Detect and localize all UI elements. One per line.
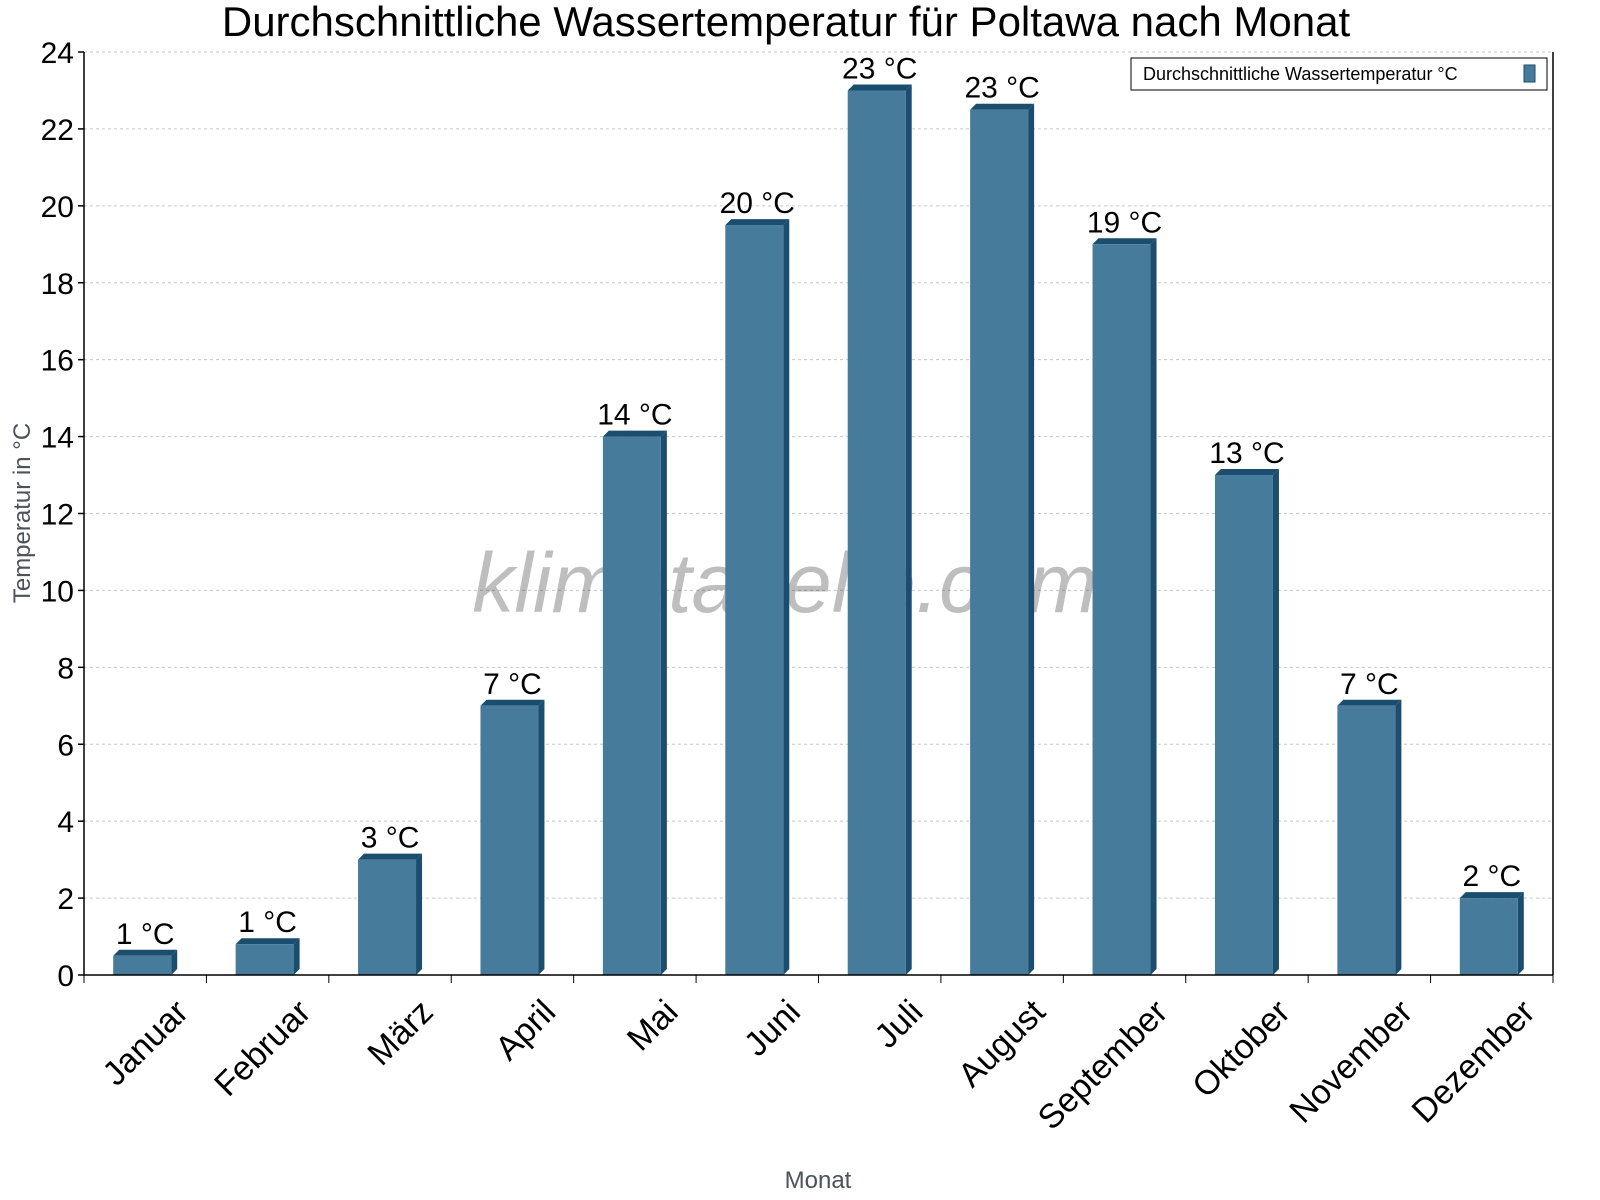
bar: 20 °C <box>720 187 795 975</box>
legend-swatch <box>1523 64 1536 83</box>
legend: Durchschnittliche Wassertemperatur °C <box>1130 57 1548 91</box>
y-tick-label: 18 <box>41 268 74 301</box>
bar-value-label: 1 °C <box>116 918 175 951</box>
x-tick-label: November <box>1282 993 1420 1131</box>
bar: 3 °C <box>358 822 423 975</box>
x-tick-label: Januar <box>95 993 195 1093</box>
x-tick-label: August <box>951 992 1053 1094</box>
y-tick-label: 20 <box>41 191 74 224</box>
bar: 7 °C <box>480 668 545 975</box>
gridlines <box>84 51 1553 899</box>
x-axis-ticks: Januar Februar März April Mai Juni Juli AugustS… <box>83 975 1554 1137</box>
x-axis-label: Monat <box>785 1167 852 1194</box>
y-tick-label: 6 <box>57 729 74 762</box>
x-tick-label: Juli <box>867 993 930 1056</box>
x-tick-label: Dezember <box>1405 993 1543 1131</box>
x-tick-label: Juni <box>737 993 808 1064</box>
bar-value-label: 19 °C <box>1087 206 1162 239</box>
y-tick-label: 0 <box>57 960 74 993</box>
bar-value-label: 13 °C <box>1209 437 1284 470</box>
bar: 7 °C <box>1337 668 1402 975</box>
y-tick-label: 8 <box>57 652 74 685</box>
y-tick-label: 24 <box>41 37 74 70</box>
bar-value-label: 7 °C <box>1340 668 1399 701</box>
legend-label: Durchschnittliche Wassertemperatur °C <box>1143 64 1458 84</box>
bar: 1 °C <box>235 906 300 975</box>
bar: 19 °C <box>1087 206 1162 975</box>
x-tick-label: Oktober <box>1185 993 1297 1105</box>
bar-value-label: 1 °C <box>238 906 297 939</box>
x-tick-label: März <box>360 993 440 1073</box>
bar-value-label: 14 °C <box>597 399 672 432</box>
bar: 23 °C <box>964 72 1040 975</box>
bars: 1 °C 1 °C 3 °C 7 °C 14 °C 20 °C 23 °C 23 °C 19 °… <box>113 52 1524 976</box>
y-axis-label: Temperatur in °C <box>9 423 36 603</box>
x-tick-label: Februar <box>207 993 318 1104</box>
bar-value-label: 3 °C <box>361 822 420 855</box>
bar: 14 °C <box>597 399 673 975</box>
x-tick-label: September <box>1031 993 1175 1137</box>
bar: 2 °C <box>1459 860 1524 975</box>
bar: 1 °C <box>113 918 178 975</box>
y-tick-label: 22 <box>41 114 74 147</box>
y-tick-label: 14 <box>41 422 74 455</box>
y-tick-label: 2 <box>57 883 74 916</box>
y-tick-label: 10 <box>41 575 74 608</box>
x-tick-label: Mai <box>620 993 686 1059</box>
bar-value-label: 2 °C <box>1462 860 1521 893</box>
y-tick-label: 4 <box>57 806 74 839</box>
bar-value-label: 7 °C <box>483 668 542 701</box>
bar: 23 °C <box>842 52 917 976</box>
y-tick-label: 16 <box>41 345 74 378</box>
bar-value-label: 23 °C <box>842 52 917 85</box>
y-tick-label: 12 <box>41 499 74 532</box>
bar-value-label: 20 °C <box>720 187 795 220</box>
bar: 13 °C <box>1209 437 1285 975</box>
chart-title: Durchschnittliche Wassertemperatur für P… <box>222 0 1351 45</box>
bar-value-label: 23 °C <box>964 72 1039 105</box>
x-tick-label: April <box>488 993 563 1068</box>
legend-box <box>1130 57 1548 91</box>
